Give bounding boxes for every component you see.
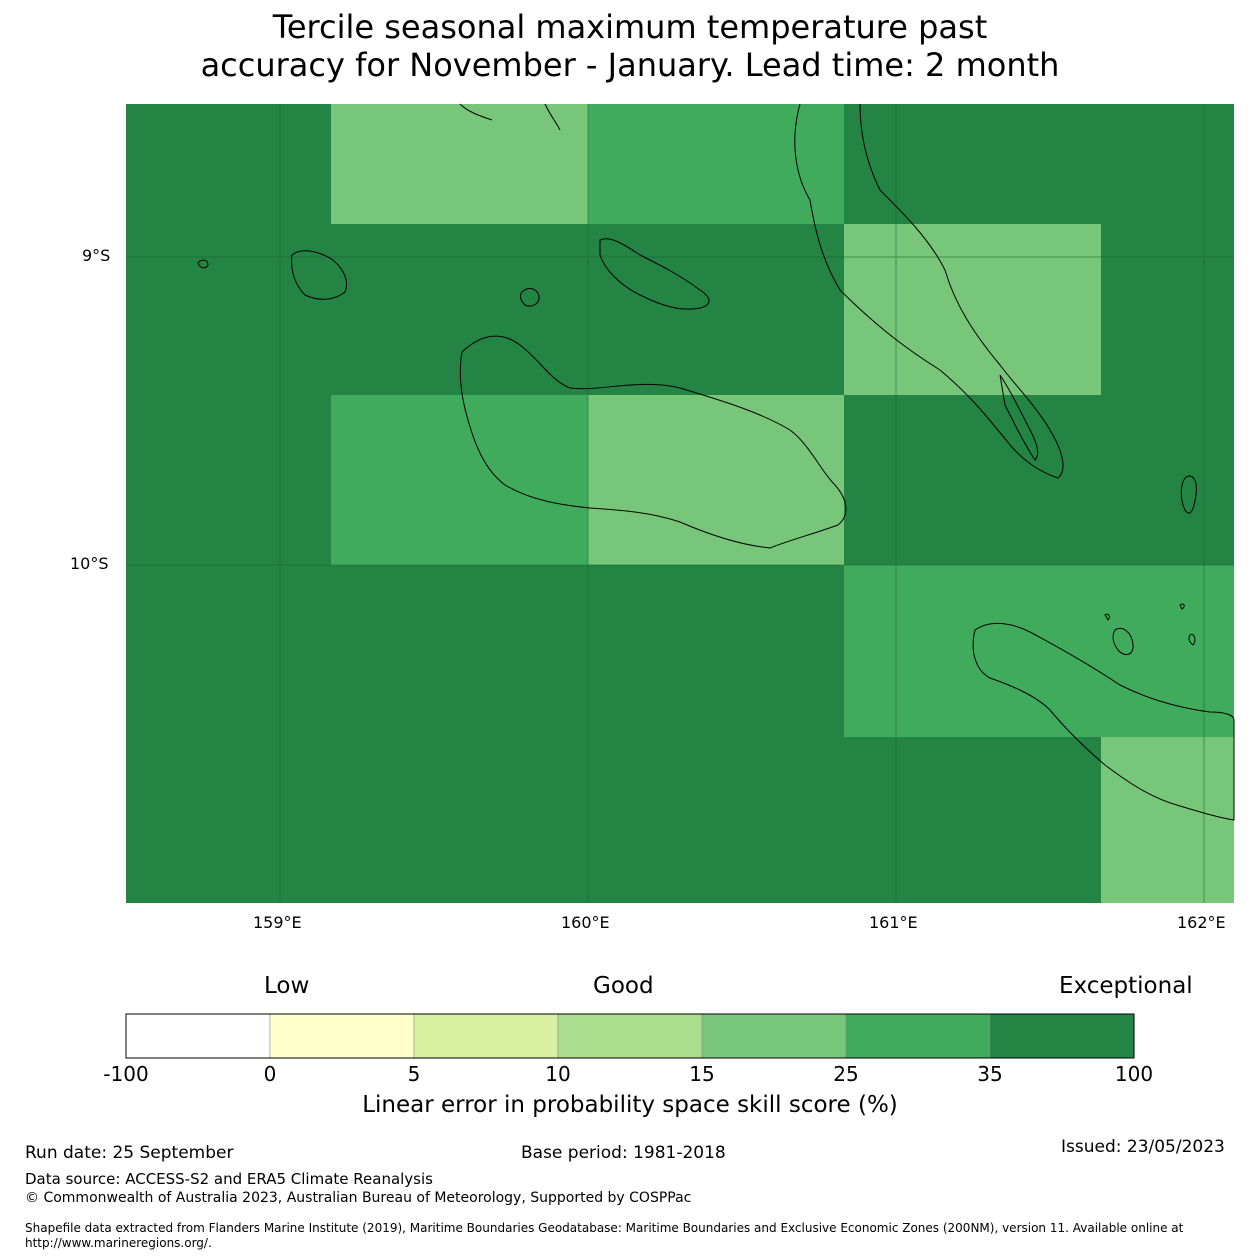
colorbar-swatch: [125, 1013, 271, 1059]
grid-cell: [126, 395, 331, 565]
grid-cell: [331, 224, 588, 395]
skill-grid: [126, 104, 1234, 903]
grid-cell: [126, 565, 331, 737]
lon-label-160e: 160°E: [561, 913, 610, 932]
data-source: Data source: ACCESS-S2 and ERA5 Climate …: [25, 1170, 433, 1188]
grid-cell: [126, 737, 331, 903]
grid-cell: [588, 104, 844, 224]
grid-cell: [844, 224, 1101, 395]
issued-date: Issued: 23/05/2023: [1061, 1137, 1225, 1157]
colorbar: [125, 1013, 1135, 1059]
coastline-russell-islands: [291, 250, 347, 300]
grid-cell: [588, 224, 844, 395]
colorbar-swatch: [845, 1013, 991, 1059]
grid-cell: [1101, 224, 1234, 395]
grid-cell: [1101, 565, 1234, 737]
shapefile-credit: Shapefile data extracted from Flanders M…: [25, 1221, 1184, 1250]
run-date: Run date: 25 September: [25, 1143, 234, 1163]
colorbar-tick: 100: [1114, 1062, 1154, 1086]
colorbar-category-good: Good: [593, 973, 654, 999]
grid-cell: [1101, 395, 1234, 565]
coastline-islets-far-east: [1104, 603, 1196, 646]
grid-cell: [844, 104, 1101, 224]
graticule: [126, 104, 1234, 903]
grid-cell: [331, 737, 588, 903]
coastline-ulawa: [1112, 627, 1134, 656]
map-title-line-1: Tercile seasonal maximum temperature pas…: [272, 8, 988, 46]
grid-cell: [126, 104, 331, 224]
grid-cell: [588, 565, 844, 737]
colorbar-swatch: [701, 1013, 847, 1059]
coastline-santa-isabel-tip: [459, 103, 561, 131]
colorbar-tick: 35: [977, 1062, 1003, 1086]
coastline-small-malaita: [999, 374, 1039, 461]
colorbar-tick: 0: [263, 1062, 277, 1086]
grid-cell: [331, 104, 588, 224]
coastlines: [197, 103, 1235, 821]
grid-cell: [331, 565, 588, 737]
colorbar-swatch: [413, 1013, 559, 1059]
colorbar-tick: 10: [545, 1062, 571, 1086]
grid-cell: [1101, 737, 1234, 903]
lat-label-9s: 9°S: [82, 246, 111, 265]
lon-label-162e: 162°E: [1177, 913, 1226, 932]
base-period: Base period: 1981-2018: [521, 1143, 726, 1163]
colorbar-swatch: [269, 1013, 415, 1059]
colorbar-tick: 15: [689, 1062, 715, 1086]
lat-label-10s: 10°S: [70, 554, 109, 573]
grid-cell: [331, 395, 588, 565]
coastline-savo-island: [519, 288, 540, 307]
grid-cell: [126, 224, 331, 395]
map-title-line-2: accuracy for November - January. Lead ti…: [200, 46, 1060, 84]
colorbar-swatch: [989, 1013, 1135, 1059]
colorbar-category-low: Low: [264, 973, 310, 999]
lon-label-161e: 161°E: [869, 913, 918, 932]
grid-cell: [844, 737, 1101, 903]
coastline-islet-east: [1180, 475, 1197, 514]
coastline-makira: [972, 623, 1235, 821]
colorbar-category-exceptional: Exceptional: [1059, 973, 1193, 999]
grid-cell: [588, 395, 844, 565]
grid-cell: [844, 395, 1101, 565]
grid-cell: [588, 737, 844, 903]
grid-cell: [1101, 104, 1234, 224]
coastline-malaita: [794, 103, 1064, 479]
coastline-small-island-west: [197, 259, 209, 269]
colorbar-frame: [125, 1013, 1135, 1059]
copyright: © Commonwealth of Australia 2023, Austra…: [25, 1190, 692, 1206]
coastline-guadalcanal: [459, 335, 847, 549]
colorbar-swatch: [557, 1013, 703, 1059]
colorbar-tick: 25: [833, 1062, 859, 1086]
grid-cell: [844, 565, 1101, 737]
colorbar-tick: -100: [103, 1062, 149, 1086]
colorbar-label: Linear error in probability space skill …: [362, 1092, 898, 1118]
coastline-florida-islands: [599, 238, 710, 310]
colorbar-tick: 5: [407, 1062, 421, 1086]
lon-label-159e: 159°E: [253, 913, 302, 932]
